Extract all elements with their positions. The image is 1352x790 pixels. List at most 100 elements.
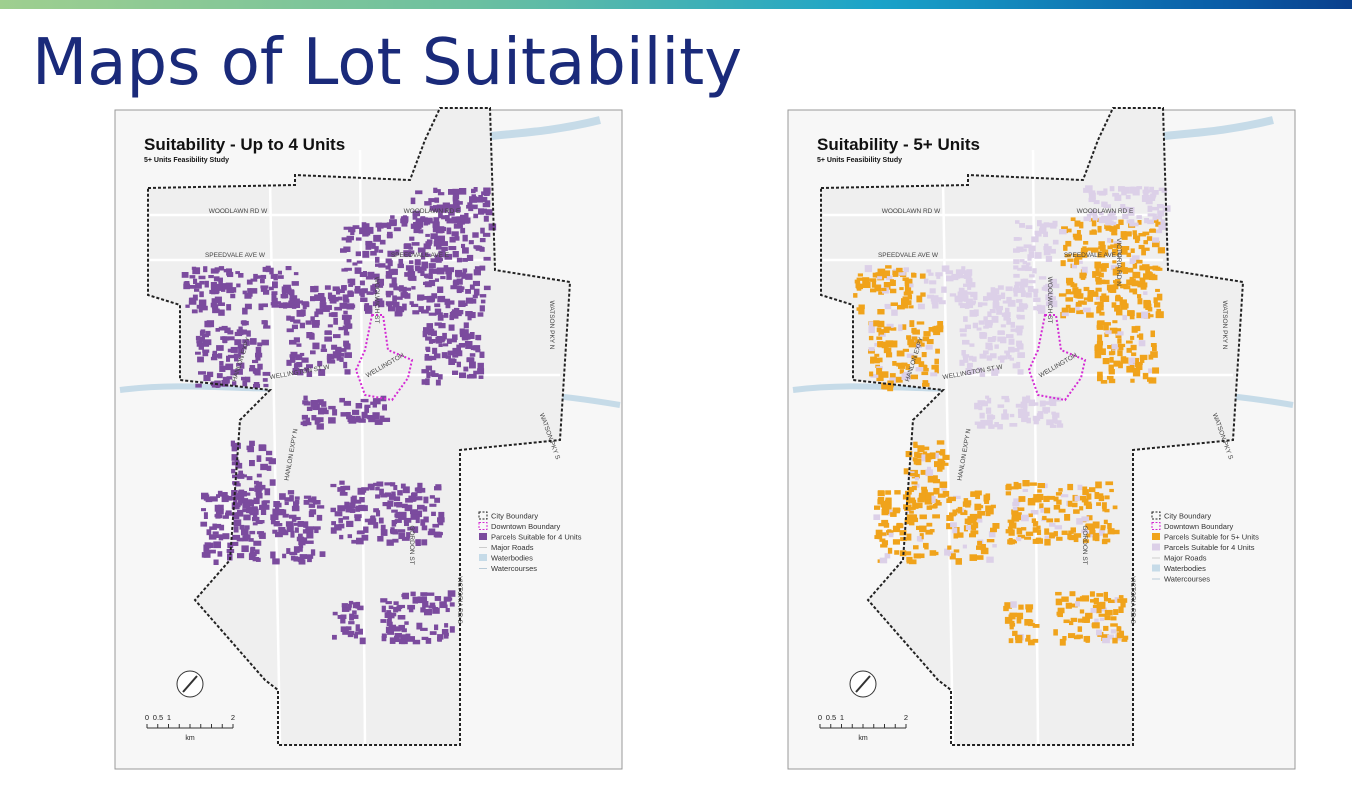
parcel (183, 281, 190, 289)
parcel (1122, 635, 1129, 640)
parcel (896, 522, 903, 528)
legend-swatch (478, 511, 488, 520)
parcel (227, 348, 234, 353)
parcel (249, 367, 256, 372)
parcel (985, 509, 991, 517)
parcel (475, 348, 481, 353)
parcel (399, 625, 404, 630)
parcel (1126, 365, 1134, 373)
parcel (1004, 312, 1011, 318)
parcel (1086, 213, 1092, 220)
parcel (1082, 489, 1089, 496)
parcel (991, 315, 999, 323)
parcel (393, 227, 401, 232)
parcel (1043, 408, 1049, 414)
parcel (1100, 525, 1106, 529)
road-label: WATSON PKY N (548, 301, 555, 350)
parcel (199, 330, 205, 336)
parcel (321, 401, 327, 407)
parcel (275, 532, 283, 538)
parcel (426, 328, 435, 335)
parcel (1155, 288, 1160, 292)
parcel (1015, 220, 1020, 224)
parcel (1101, 295, 1110, 302)
parcel (987, 416, 994, 420)
parcel (279, 302, 284, 309)
parcel (435, 484, 442, 490)
parcel (1017, 534, 1026, 539)
parcel (976, 423, 982, 429)
parcel (296, 310, 305, 317)
parcel (437, 521, 444, 526)
parcel (999, 358, 1005, 363)
parcel (310, 400, 319, 407)
parcel (925, 529, 933, 535)
parcel (342, 285, 347, 291)
parcel (1108, 378, 1116, 384)
parcel (345, 505, 352, 510)
parcel (1053, 505, 1061, 510)
parcel (954, 295, 961, 301)
parcel (1000, 324, 1006, 328)
parcel (955, 269, 963, 276)
parcel (271, 291, 278, 295)
parcel (990, 504, 996, 509)
parcel (465, 289, 471, 294)
parcel (482, 232, 491, 237)
parcel (1131, 222, 1139, 227)
parcel (298, 546, 303, 552)
parcel (242, 380, 248, 387)
parcel (906, 335, 912, 340)
parcel (1143, 291, 1148, 295)
parcel (925, 492, 932, 500)
parcel (1032, 638, 1039, 643)
parcel (386, 539, 394, 546)
parcel (340, 618, 346, 624)
parcel (212, 353, 219, 358)
parcel (299, 322, 305, 329)
parcel (881, 287, 887, 292)
parcel (1016, 342, 1023, 348)
parcel (944, 265, 950, 272)
parcel (1077, 626, 1083, 632)
parcel (401, 216, 409, 222)
parcel (480, 299, 486, 304)
parcel (217, 353, 223, 359)
parcel (856, 285, 862, 291)
parcel (219, 365, 226, 372)
parcel (412, 639, 421, 645)
parcel (289, 290, 295, 296)
parcel (1148, 314, 1154, 318)
parcel (243, 534, 251, 540)
parcel (911, 273, 917, 278)
parcel (1072, 287, 1079, 294)
parcel (997, 285, 1004, 290)
parcel (405, 265, 414, 271)
parcel (901, 324, 907, 330)
parcel (1095, 296, 1101, 300)
parcel (314, 418, 320, 425)
parcel (268, 286, 274, 291)
parcel (1011, 486, 1019, 490)
downtown-boundary (1027, 314, 1087, 402)
parcel (1113, 360, 1121, 367)
parcel (1001, 413, 1009, 420)
parcel (886, 504, 892, 510)
parcel (478, 375, 484, 379)
parcel (1136, 186, 1143, 190)
parcel (937, 321, 944, 328)
parcel (1027, 619, 1034, 623)
parcel (437, 192, 445, 196)
parcel (357, 530, 365, 534)
parcel (1152, 190, 1159, 195)
parcel (328, 294, 336, 301)
parcel (420, 270, 425, 277)
parcel (1121, 206, 1129, 212)
parcel (252, 506, 258, 510)
parcel (1013, 259, 1020, 265)
parcel (385, 290, 394, 296)
parcel (411, 242, 420, 246)
parcel (473, 345, 481, 351)
parcel (417, 482, 423, 490)
parcel (346, 303, 355, 310)
